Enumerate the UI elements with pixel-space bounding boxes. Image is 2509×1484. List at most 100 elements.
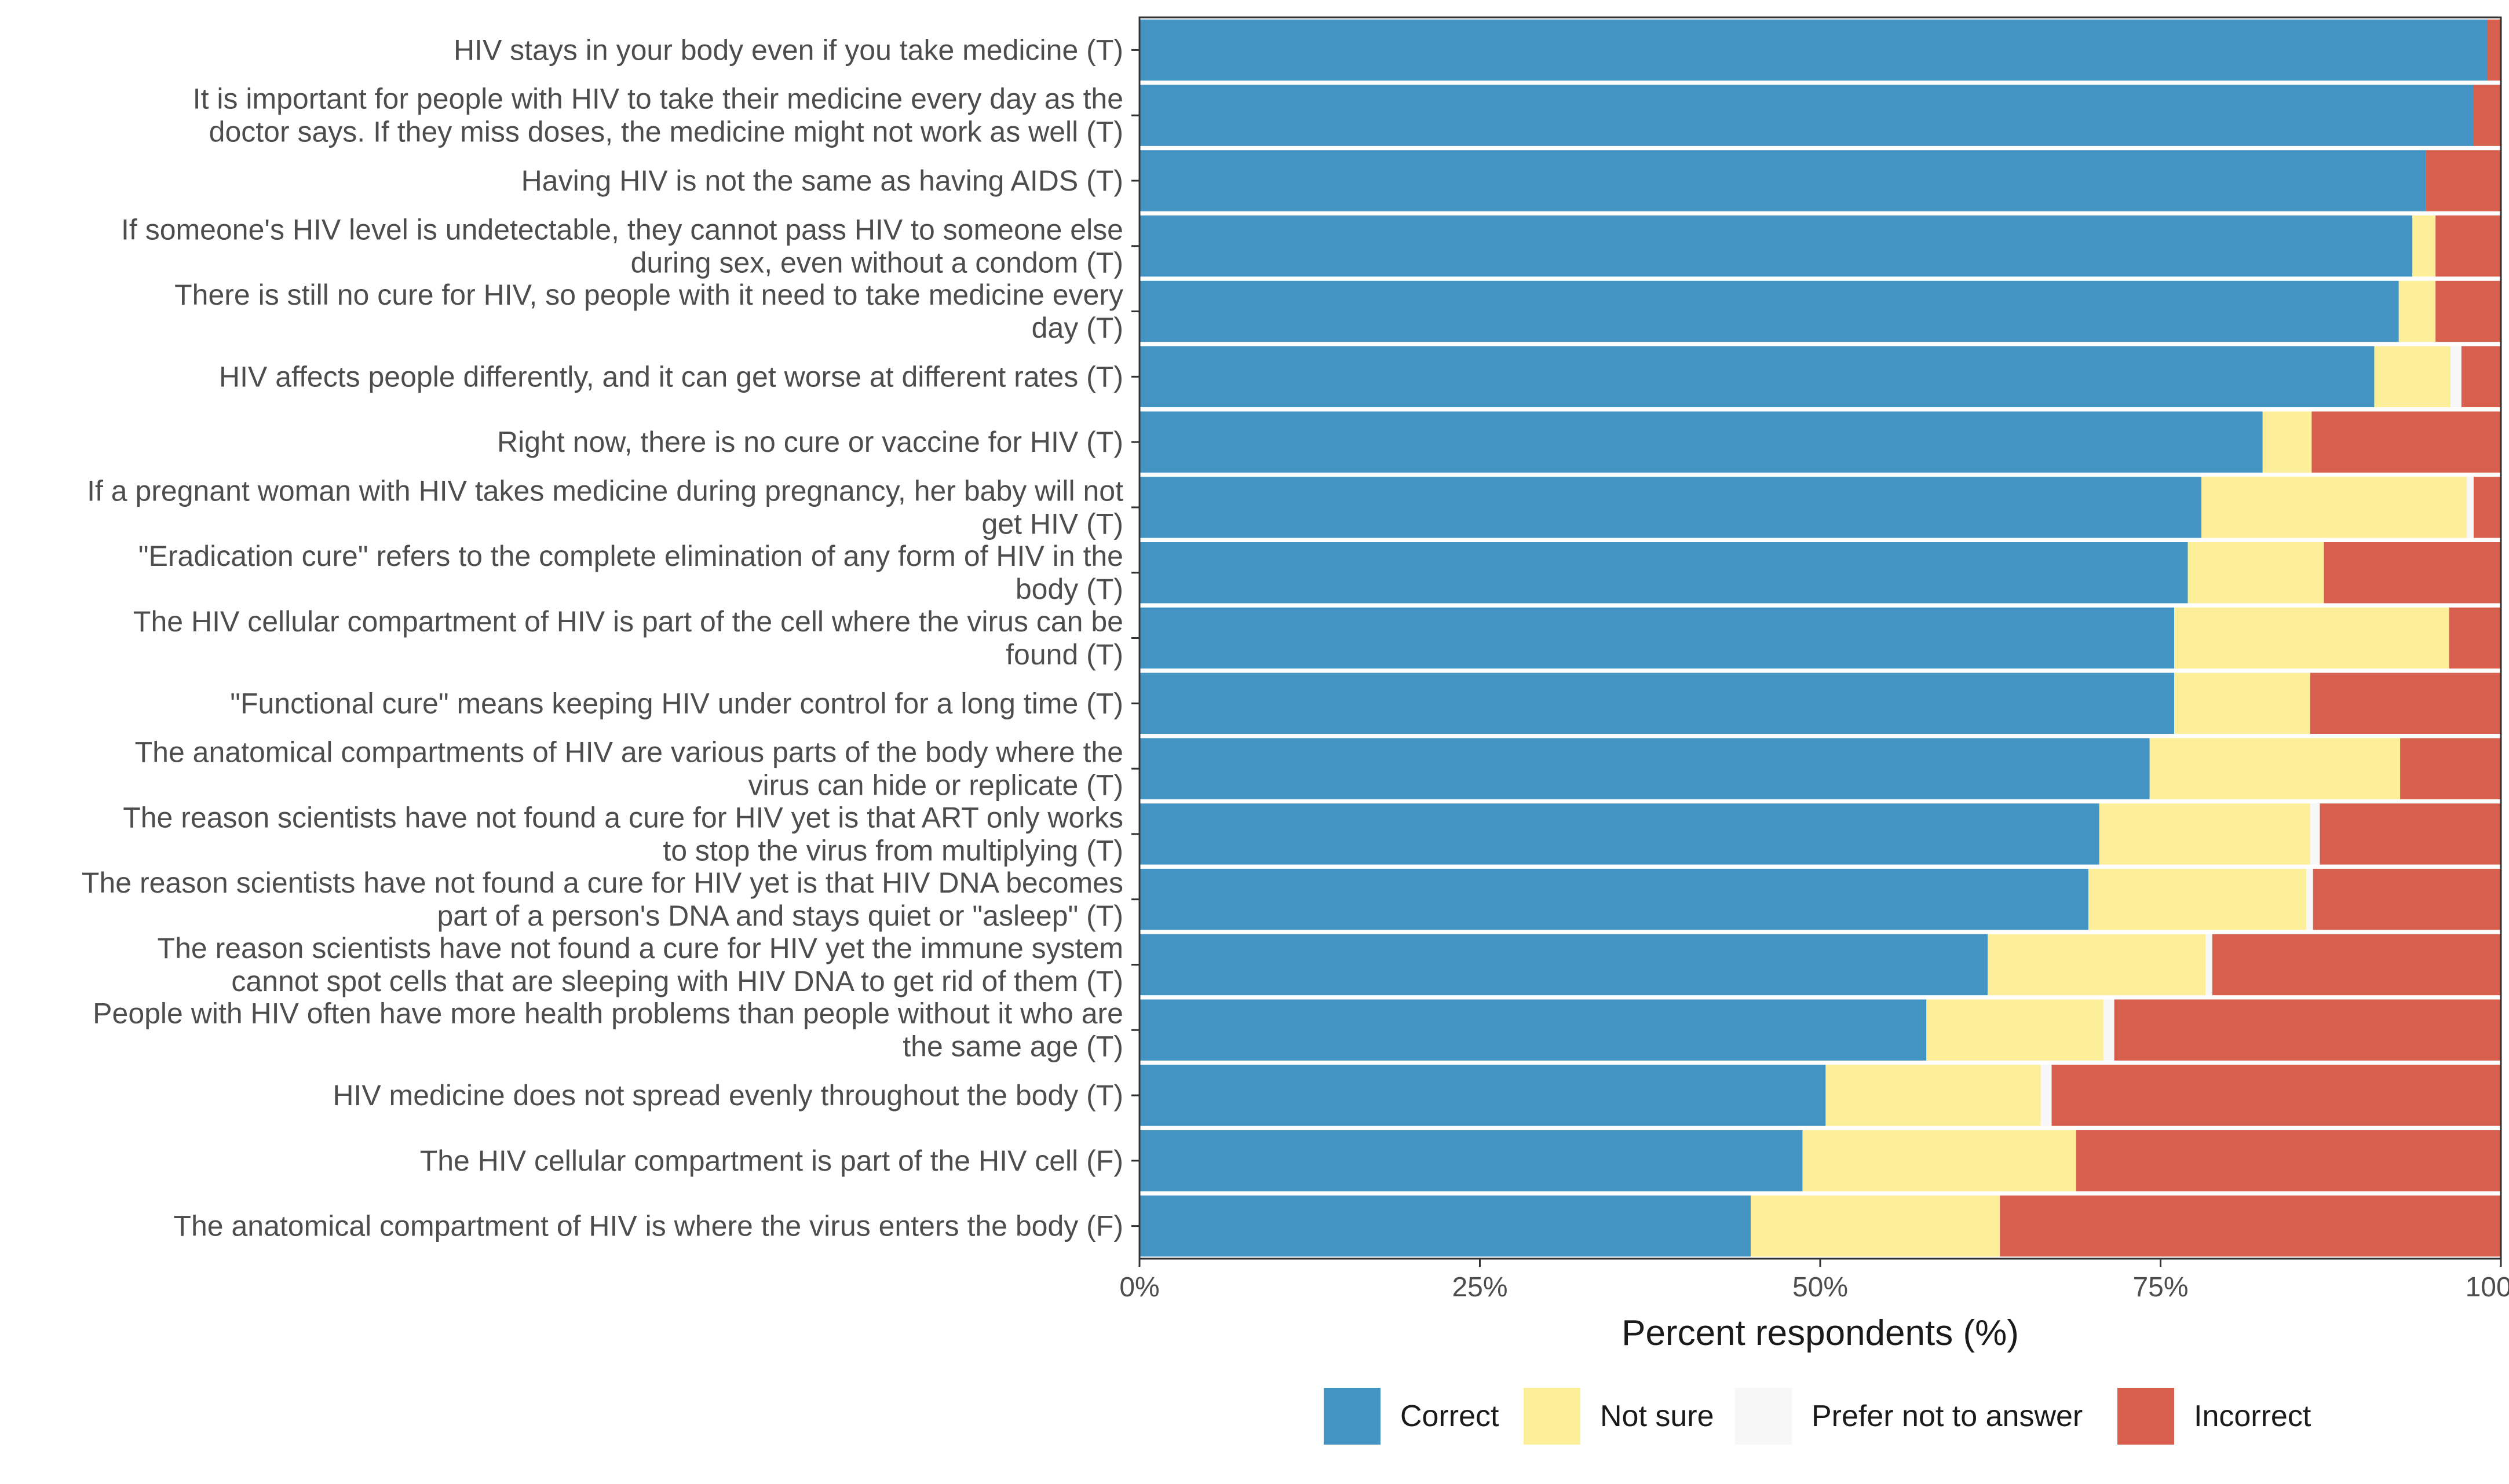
bar-segment-prefer-not-to-answer <box>2450 346 2461 408</box>
bar-segment-incorrect <box>2311 411 2501 473</box>
legend: Correct Not sure Prefer not to answer Incor… <box>1324 1388 2311 1445</box>
category-label: during sex, even without a condom (T) <box>631 246 1123 279</box>
category-label: The anatomical compartments of HIV are v… <box>135 736 1123 769</box>
bar-segment-not-sure <box>1802 1130 2076 1191</box>
bar-segment-correct <box>1140 85 2474 146</box>
category-label: body (T) <box>1016 573 1123 605</box>
category-label: HIV stays in your body even if you take … <box>454 34 1123 66</box>
bar-segment-correct <box>1140 280 2399 342</box>
bar-segment-correct <box>1140 346 2375 408</box>
bar-segment-correct <box>1140 542 2188 604</box>
category-label: to stop the virus from multiplying (T) <box>663 834 1123 867</box>
bar-segment-incorrect <box>2114 999 2501 1061</box>
bar-segment-correct <box>1140 803 2099 865</box>
bar-segment-not-sure <box>2174 607 2449 669</box>
category-labels: HIV stays in your body even if you take … <box>82 34 1140 1242</box>
legend-key-prefer-not-to-answer <box>1735 1388 1792 1445</box>
bar-segment-prefer-not-to-answer <box>2205 934 2212 996</box>
bar-segment-not-sure <box>2187 542 2324 604</box>
bar-segment-not-sure <box>1988 934 2206 996</box>
bar-segment-incorrect <box>2474 85 2501 146</box>
legend-label: Prefer not to answer <box>1812 1399 2083 1433</box>
bars-group <box>1140 19 2501 1257</box>
x-tick-label: 75% <box>2132 1272 2188 1303</box>
bar-segment-not-sure <box>1926 999 2103 1061</box>
category-label: "Eradication cure" refers to the complet… <box>138 540 1123 572</box>
bar-segment-not-sure <box>2262 411 2312 473</box>
bar-segment-incorrect <box>2310 672 2501 734</box>
bar-segment-not-sure <box>2398 280 2436 342</box>
bar-segment-not-sure <box>2149 738 2401 799</box>
bar-segment-incorrect <box>2000 1195 2501 1257</box>
category-label: The HIV cellular compartment of HIV is p… <box>133 605 1123 638</box>
bar-segment-prefer-not-to-answer <box>2040 1065 2052 1126</box>
x-tick-label: 100% <box>2466 1272 2509 1303</box>
x-tick-label: 0% <box>1119 1272 1159 1303</box>
bar-segment-prefer-not-to-answer <box>2467 477 2474 538</box>
bar-segment-prefer-not-to-answer <box>2310 803 2320 865</box>
category-label: virus can hide or replicate (T) <box>748 769 1123 802</box>
category-label: the same age (T) <box>903 1030 1123 1063</box>
x-axis: 0% 25% 50% 75% 100% <box>1119 1259 2509 1303</box>
bar-segment-incorrect <box>2435 280 2501 342</box>
bar-segment-not-sure <box>2174 672 2310 734</box>
legend-label: Incorrect <box>2194 1399 2311 1433</box>
category-label: The anatomical compartment of HIV is whe… <box>173 1210 1123 1242</box>
bar-segment-correct <box>1140 868 2088 930</box>
bar-segment-not-sure <box>1751 1195 2000 1257</box>
category-label: If someone's HIV level is undetectable, … <box>121 213 1123 246</box>
bar-segment-incorrect <box>2324 542 2501 604</box>
bar-segment-correct <box>1140 411 2263 473</box>
bar-segment-correct <box>1140 19 2488 81</box>
bar-segment-incorrect <box>2313 868 2501 930</box>
category-label: The HIV cellular compartment is part of … <box>420 1145 1123 1177</box>
category-label: day (T) <box>1032 312 1123 344</box>
category-label: "Functional cure" means keeping HIV unde… <box>230 687 1123 719</box>
bar-segment-correct <box>1140 1065 1826 1126</box>
bar-segment-not-sure <box>2412 215 2436 277</box>
category-label: The reason scientists have not found a c… <box>82 867 1123 899</box>
category-label: It is important for people with HIV to t… <box>193 83 1123 115</box>
bar-segment-correct <box>1140 1195 1751 1257</box>
x-axis-title: Percent respondents (%) <box>1621 1313 2019 1353</box>
category-label: Right now, there is no cure or vaccine f… <box>497 426 1123 458</box>
bar-segment-correct <box>1140 934 1988 996</box>
category-label: get HIV (T) <box>982 507 1123 540</box>
legend-key-correct <box>1324 1388 1381 1445</box>
bar-segment-incorrect <box>2051 1065 2501 1126</box>
bar-segment-incorrect <box>2449 607 2501 669</box>
bar-segment-incorrect <box>2212 934 2501 996</box>
category-label: There is still no cure for HIV, so peopl… <box>174 279 1123 311</box>
bar-segment-incorrect <box>2474 477 2501 538</box>
bar-segment-not-sure <box>2088 868 2306 930</box>
category-label: Having HIV is not the same as having AID… <box>521 165 1123 197</box>
legend-label: Not sure <box>1600 1399 1714 1433</box>
bar-segment-not-sure <box>2099 803 2310 865</box>
bar-segment-correct <box>1140 477 2201 538</box>
bar-segment-incorrect <box>2320 803 2501 865</box>
category-label: The reason scientists have not found a c… <box>158 932 1123 964</box>
category-label: found (T) <box>1006 638 1123 671</box>
bar-segment-incorrect <box>2461 346 2501 408</box>
bar-segment-correct <box>1140 150 2426 211</box>
bar-segment-correct <box>1140 738 2150 799</box>
bar-segment-incorrect <box>2400 738 2501 799</box>
bar-segment-not-sure <box>2374 346 2451 408</box>
bar-segment-prefer-not-to-answer <box>2103 999 2114 1061</box>
bar-segment-not-sure <box>1825 1065 2041 1126</box>
bar-segment-correct <box>1140 215 2413 277</box>
legend-label: Correct <box>1400 1399 1499 1433</box>
bar-segment-correct <box>1140 999 1927 1061</box>
category-label: People with HIV often have more health p… <box>93 997 1123 1030</box>
bar-segment-incorrect <box>2426 150 2501 211</box>
bar-segment-correct <box>1140 672 2174 734</box>
x-tick-label: 25% <box>1452 1272 1507 1303</box>
category-label: HIV affects people differently, and it c… <box>219 360 1123 393</box>
bar-segment-incorrect <box>2076 1130 2501 1191</box>
legend-key-incorrect <box>2117 1388 2174 1445</box>
category-label: doctor says. If they miss doses, the med… <box>209 116 1123 148</box>
bar-segment-correct <box>1140 607 2174 669</box>
bar-segment-not-sure <box>2201 477 2467 538</box>
